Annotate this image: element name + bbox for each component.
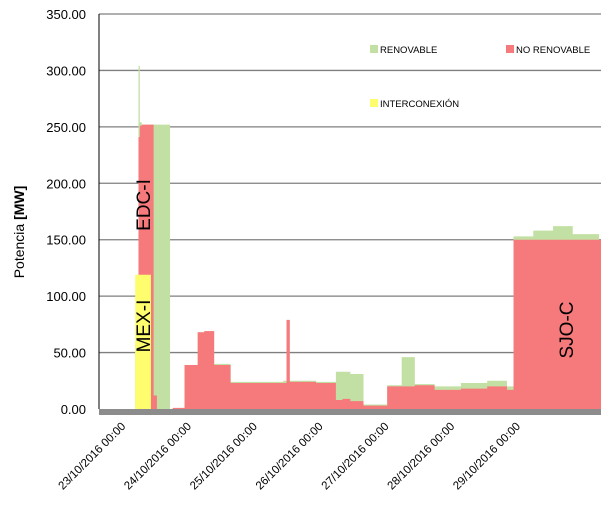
x-tick-label: 27/10/2016 00:00 — [320, 421, 392, 493]
y-axis-label: Potencia [MW] — [11, 186, 27, 279]
y-tick-label: 150.00 — [46, 233, 86, 248]
plot-areas — [99, 65, 601, 410]
series-area-interconexi-n — [135, 274, 151, 409]
annotation-sjo-c: SJO-C — [557, 302, 578, 359]
x-tick-label: 23/10/2016 00:00 — [56, 421, 128, 493]
series-area-no-renovable — [99, 124, 601, 409]
y-tick-label: 350.00 — [46, 7, 86, 22]
y-tick-label: 300.00 — [46, 63, 86, 78]
y-tick-label: 200.00 — [46, 176, 86, 191]
x-tick-label: 26/10/2016 00:00 — [254, 421, 326, 493]
legend-swatch-no-renovable — [506, 45, 514, 53]
y-tick-label: 50.00 — [53, 346, 86, 361]
legend-swatch-interconexion — [370, 99, 378, 107]
y-tick-labels: 0.00 50.00 100.00 150.00 200.00 250.00 300.00 3… — [46, 7, 86, 417]
annotation-mex-i: MEX-I — [134, 300, 155, 353]
legend-label-interconexion: INTERCONEXIÓN — [380, 99, 459, 110]
axes — [98, 14, 601, 415]
y-tick-label: 100.00 — [46, 289, 86, 304]
y-tick-label: 250.00 — [46, 120, 86, 135]
x-tick-label: 29/10/2016 00:00 — [451, 421, 523, 493]
legend-label-no-renovable: NO RENOVABLE — [516, 45, 590, 56]
legend-label-renovable: RENOVABLE — [380, 45, 437, 56]
legend: RENOVABLE NO RENOVABLE INTERCONEXIÓN — [370, 45, 590, 110]
x-axis-band — [99, 409, 601, 415]
x-tick-label: 25/10/2016 00:00 — [188, 421, 260, 493]
legend-swatch-renovable — [370, 45, 378, 53]
y-tick-label: 0.00 — [61, 402, 86, 417]
annotation-edc-i: EDC-I — [134, 179, 155, 231]
x-tick-label: 24/10/2016 00:00 — [122, 421, 194, 493]
x-tick-label: 28/10/2016 00:00 — [385, 421, 457, 493]
gridlines — [99, 13, 601, 354]
